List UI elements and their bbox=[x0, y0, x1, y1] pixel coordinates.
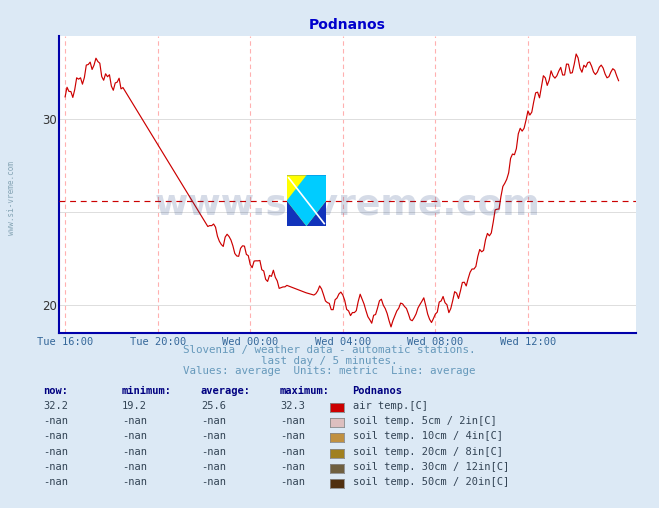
Text: -nan: -nan bbox=[280, 462, 305, 472]
Text: -nan: -nan bbox=[122, 447, 147, 457]
Text: soil temp. 30cm / 12in[C]: soil temp. 30cm / 12in[C] bbox=[353, 462, 509, 472]
Text: -nan: -nan bbox=[280, 431, 305, 441]
Text: Podnanos: Podnanos bbox=[353, 386, 403, 396]
Text: soil temp. 5cm / 2in[C]: soil temp. 5cm / 2in[C] bbox=[353, 416, 496, 426]
Text: -nan: -nan bbox=[201, 477, 226, 487]
Text: soil temp. 50cm / 20in[C]: soil temp. 50cm / 20in[C] bbox=[353, 477, 509, 487]
Text: average:: average: bbox=[201, 386, 251, 396]
Text: www.si-vreme.com: www.si-vreme.com bbox=[7, 161, 16, 235]
Text: -nan: -nan bbox=[43, 416, 68, 426]
Text: -nan: -nan bbox=[201, 431, 226, 441]
Text: now:: now: bbox=[43, 386, 68, 396]
Text: air temp.[C]: air temp.[C] bbox=[353, 401, 428, 411]
Text: -nan: -nan bbox=[43, 477, 68, 487]
Text: 19.2: 19.2 bbox=[122, 401, 147, 411]
Title: Podnanos: Podnanos bbox=[309, 18, 386, 31]
Text: 32.2: 32.2 bbox=[43, 401, 68, 411]
Polygon shape bbox=[287, 175, 326, 226]
Text: maximum:: maximum: bbox=[280, 386, 330, 396]
Text: Slovenia / weather data - automatic stations.: Slovenia / weather data - automatic stat… bbox=[183, 345, 476, 355]
Text: -nan: -nan bbox=[122, 477, 147, 487]
Text: -nan: -nan bbox=[43, 447, 68, 457]
Text: -nan: -nan bbox=[280, 416, 305, 426]
Text: -nan: -nan bbox=[122, 416, 147, 426]
Text: www.si-vreme.com: www.si-vreme.com bbox=[155, 188, 540, 222]
Polygon shape bbox=[287, 175, 326, 226]
Text: Values: average  Units: metric  Line: average: Values: average Units: metric Line: aver… bbox=[183, 366, 476, 376]
Text: -nan: -nan bbox=[280, 447, 305, 457]
Text: -nan: -nan bbox=[280, 477, 305, 487]
Text: last day / 5 minutes.: last day / 5 minutes. bbox=[261, 356, 398, 366]
Text: -nan: -nan bbox=[201, 462, 226, 472]
Text: -nan: -nan bbox=[43, 462, 68, 472]
Text: soil temp. 10cm / 4in[C]: soil temp. 10cm / 4in[C] bbox=[353, 431, 503, 441]
Text: -nan: -nan bbox=[122, 462, 147, 472]
Text: -nan: -nan bbox=[122, 431, 147, 441]
Text: soil temp. 20cm / 8in[C]: soil temp. 20cm / 8in[C] bbox=[353, 447, 503, 457]
Text: minimum:: minimum: bbox=[122, 386, 172, 396]
Text: -nan: -nan bbox=[43, 431, 68, 441]
Text: 32.3: 32.3 bbox=[280, 401, 305, 411]
Text: -nan: -nan bbox=[201, 416, 226, 426]
Text: -nan: -nan bbox=[201, 447, 226, 457]
Text: 25.6: 25.6 bbox=[201, 401, 226, 411]
